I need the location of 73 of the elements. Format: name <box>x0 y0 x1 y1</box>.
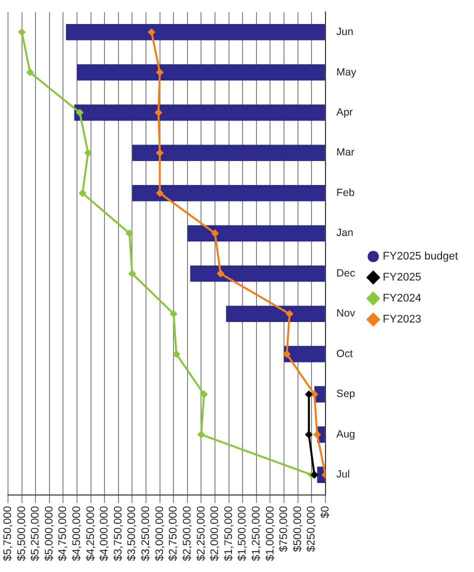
x-tick-label: $4,000,000 <box>98 506 111 562</box>
y-tick-label: Jan <box>336 227 354 240</box>
y-tick-label: Jun <box>336 26 354 38</box>
point <box>26 68 34 76</box>
x-tick-label: $3,500,000 <box>126 506 138 562</box>
point <box>310 390 318 398</box>
x-tick-label: $1,500,000 <box>236 506 249 562</box>
point <box>154 109 162 116</box>
y-tick-label: Dec <box>336 267 356 280</box>
x-tick-label: $750,000 <box>278 506 290 552</box>
point <box>79 190 86 197</box>
bar <box>190 265 325 282</box>
point <box>156 68 164 76</box>
x-tick-label: $3,000,000 <box>154 506 166 562</box>
point <box>128 270 136 278</box>
x-tick-label: $4,750,000 <box>57 506 70 562</box>
x-tick-label: $2,000,000 <box>209 506 222 562</box>
bar <box>132 184 325 202</box>
legend-label: FY2025 <box>382 272 422 284</box>
bar <box>74 104 325 121</box>
bar <box>66 24 325 40</box>
point <box>217 270 224 278</box>
y-tick-label: Apr <box>336 106 354 119</box>
x-tick-label: $1,000,000 <box>264 506 276 562</box>
point <box>172 350 180 358</box>
x-tick-label: $0 <box>319 506 332 518</box>
x-tick-label: $5,000,000 <box>43 506 56 562</box>
legend-label: FY2025 budget <box>382 250 458 263</box>
x-tick-label: $5,750,000 <box>2 506 14 562</box>
point <box>126 230 133 237</box>
x-tick-label: $1,750,000 <box>222 506 235 562</box>
x-tick-label: $2,500,000 <box>181 506 194 562</box>
x-tick-label: $5,250,000 <box>30 506 42 562</box>
y-tick-label: Nov <box>336 308 356 320</box>
point <box>198 431 205 438</box>
point <box>212 230 219 237</box>
x-tick-label: $3,250,000 <box>140 506 152 562</box>
point <box>76 109 84 116</box>
x-tick-label: $1,250,000 <box>250 506 262 562</box>
y-tick-label: Jul <box>336 468 350 481</box>
point <box>305 431 312 438</box>
x-tick-label: $250,000 <box>306 506 318 552</box>
point <box>200 390 208 398</box>
bar <box>132 144 325 162</box>
x-tick-label: $2,250,000 <box>195 506 208 562</box>
x-tick-label: $500,000 <box>292 506 304 552</box>
y-tick-label: Oct <box>336 348 353 360</box>
bar <box>284 346 325 362</box>
legend-label: FY2023 <box>382 314 422 326</box>
point <box>286 310 294 318</box>
point <box>156 190 164 197</box>
point <box>170 310 178 318</box>
y-tick-label: May <box>336 66 358 78</box>
x-tick-label: $4,250,000 <box>84 506 97 562</box>
x-tick-label: $2,750,000 <box>168 506 180 562</box>
point <box>156 149 164 156</box>
x-tick-label: $5,500,000 <box>16 506 28 562</box>
y-tick-label: Mar <box>336 146 356 159</box>
y-tick-label: Aug <box>336 428 356 440</box>
bar <box>77 64 325 81</box>
legend-label: FY2024 <box>382 292 422 305</box>
bar <box>187 225 325 242</box>
bar <box>226 306 325 322</box>
x-tick-label: $3,750,000 <box>112 506 124 562</box>
x-tick-label: $4,500,000 <box>71 506 84 562</box>
point <box>84 149 92 156</box>
point <box>283 350 290 358</box>
point <box>310 471 318 478</box>
point <box>18 28 26 36</box>
point <box>148 28 156 36</box>
point <box>305 390 312 398</box>
y-tick-label: Feb <box>336 186 355 199</box>
y-tick-label: Sep <box>336 388 356 400</box>
